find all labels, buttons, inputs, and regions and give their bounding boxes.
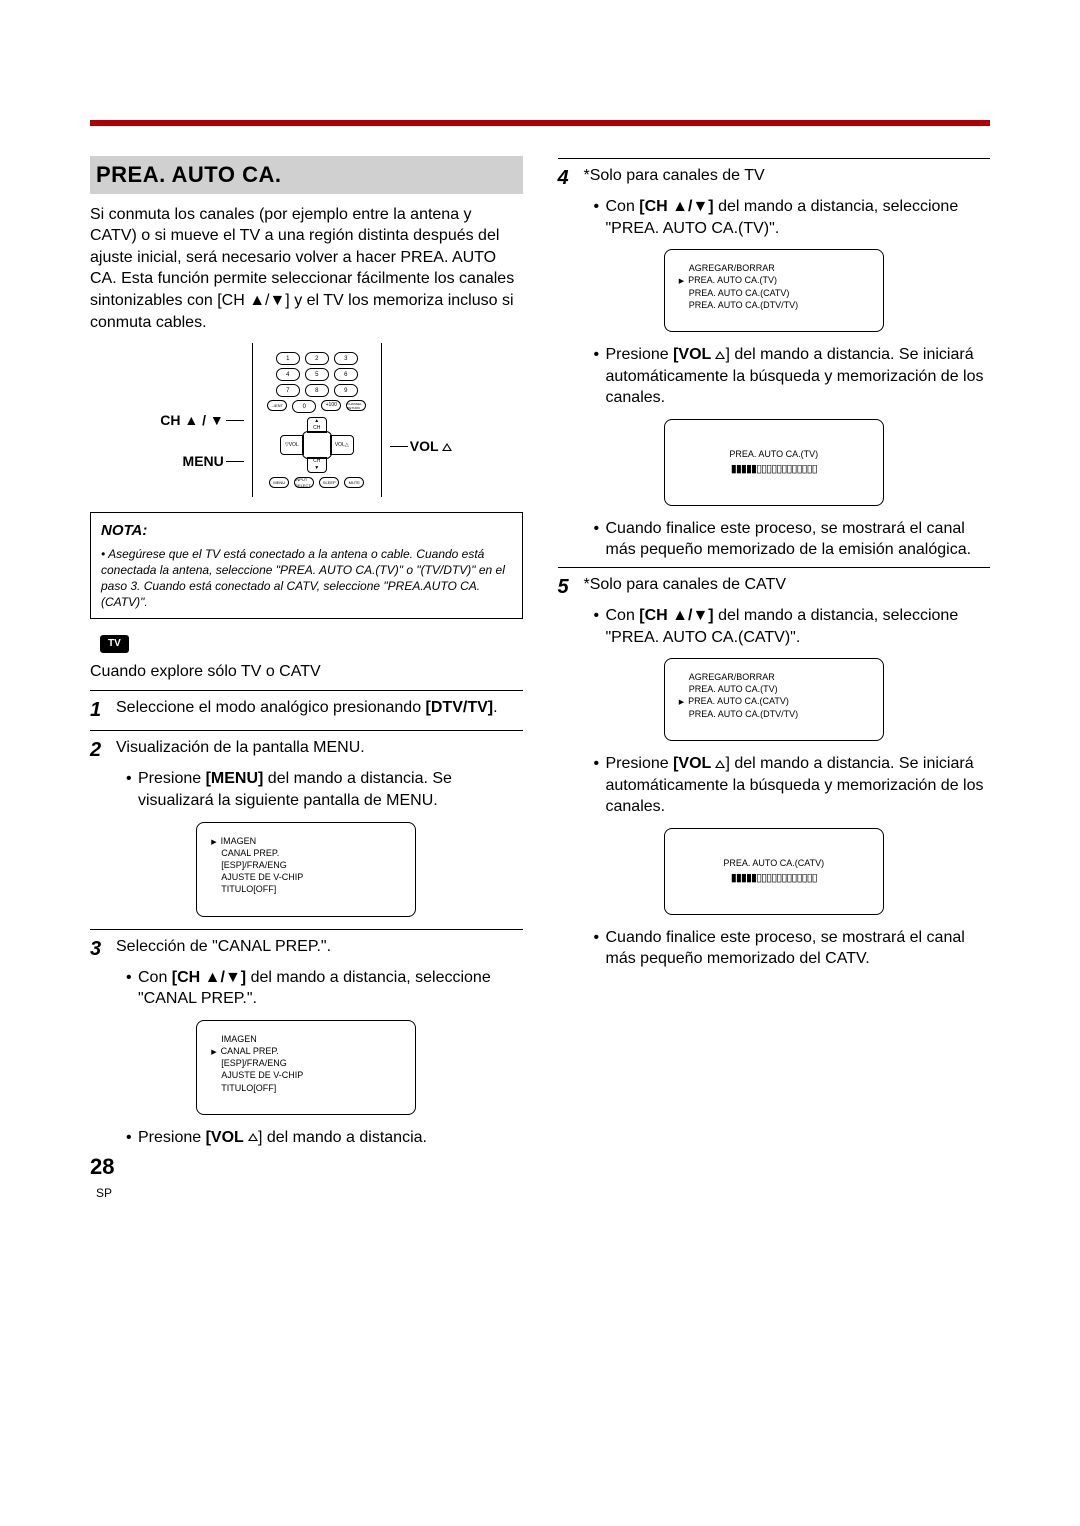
step4-b2: Presione [VOL ] del mando a distancia. S… [594,344,991,409]
tv-intro: Cuando explore sólo TV o CATV [90,661,523,683]
label-ch: CH ▲ / ▼ [160,411,224,430]
remote-diagram: CH ▲ / ▼ MENU 123 456 789 –/ENT0+100CHAN… [90,343,523,497]
step5-b2: Presione [VOL ] del mando a distancia. S… [594,753,991,818]
header-red-bar [90,120,990,126]
step5-b1: Con [CH ▲/▼] del mando a distancia, sele… [594,605,991,648]
label-vol: VOL [410,437,452,456]
step2-bullet: Presione [MENU] del mando a distancia. S… [126,768,523,811]
label-menu: MENU [183,452,224,471]
osd-menu-1: IMAGENCANAL PREP.[ESP]/FRA/ENGAJUSTE DE … [196,822,416,917]
right-column: 4 *Solo para canales de TV Con [CH ▲/▼] … [558,156,991,1152]
tv-tag: TV [100,635,129,653]
nota-body: • Asegúrese que el TV está conectado a l… [101,546,512,611]
osd-menu-2: IMAGENCANAL PREP.[ESP]/FRA/ENGAJUSTE DE … [196,1020,416,1115]
nota-title: NOTA: [101,521,512,541]
step5-b3: Cuando finalice este proceso, se mostrar… [594,927,991,970]
step3-tail: Presione [VOL ] del mando a distancia. [126,1127,523,1149]
step-2: 2 Visualización de la pantalla MENU. [90,730,523,764]
osd-menu-3: AGREGAR/BORRARPREA. AUTO CA.(TV)PREA. AU… [664,249,884,332]
osd-progress-tv: PREA. AUTO CA.(TV) ▮▮▮▮▮▯▯▯▯▯▯▯▯▯▯▯▯ [664,419,884,506]
step3-bullet: Con [CH ▲/▼] del mando a distancia, sele… [126,967,523,1010]
step-4: 4 *Solo para canales de TV [558,158,991,192]
nota-box: NOTA: • Asegúrese que el TV está conecta… [90,512,523,619]
step-5: 5 *Solo para canales de CATV [558,567,991,601]
step4-b3: Cuando finalice este proceso, se mostrar… [594,518,991,561]
step4-b1: Con [CH ▲/▼] del mando a distancia, sele… [594,196,991,239]
step-3: 3 Selección de "CANAL PREP.". [90,929,523,963]
step-1: 1 Seleccione el modo analógico presionan… [90,690,523,724]
page-footer: 28 SP [90,1152,990,1203]
osd-progress-catv: PREA. AUTO CA.(CATV) ▮▮▮▮▮▯▯▯▯▯▯▯▯▯▯▯▯ [664,828,884,915]
section-title: PREA. AUTO CA. [90,156,523,194]
osd-menu-5: AGREGAR/BORRARPREA. AUTO CA.(TV)PREA. AU… [664,658,884,741]
left-column: PREA. AUTO CA. Si conmuta los canales (p… [90,156,523,1152]
intro-text: Si conmuta los canales (por ejemplo entr… [90,204,523,334]
